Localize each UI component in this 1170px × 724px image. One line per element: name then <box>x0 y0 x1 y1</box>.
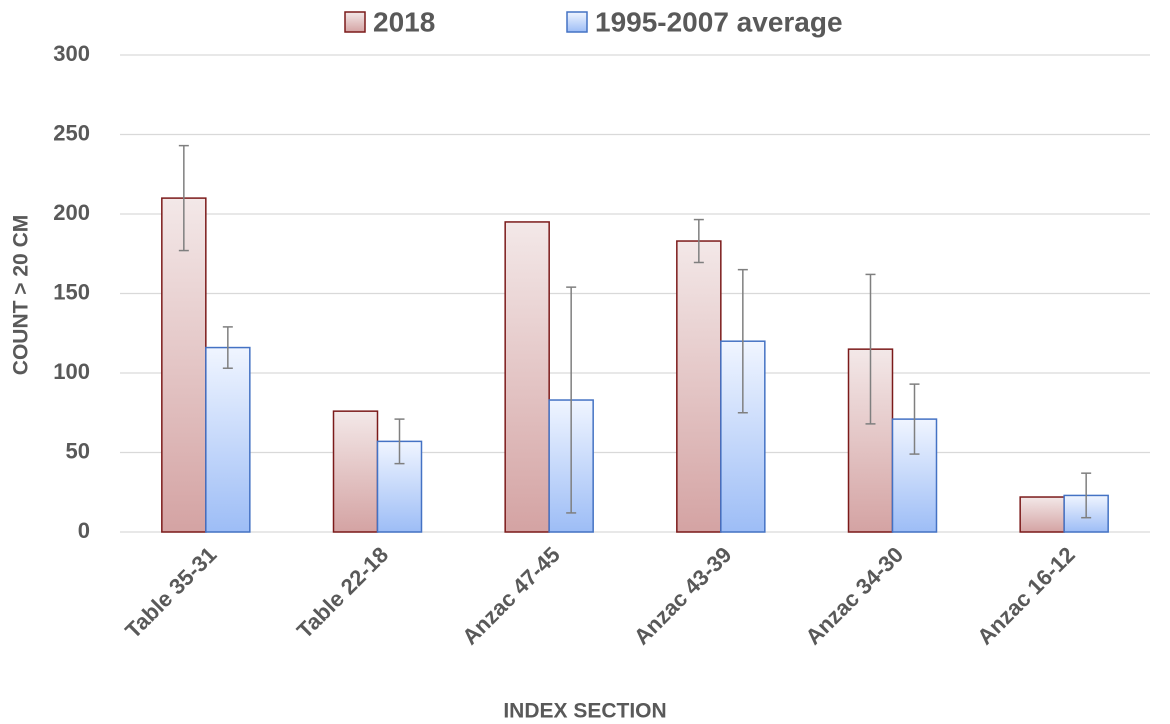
x-tick-label: Anzac 16-12 <box>972 542 1080 650</box>
error-bar <box>1081 472 1092 519</box>
y-tick-label: 250 <box>53 120 90 145</box>
error-bar <box>566 286 577 514</box>
x-tick-label: Anzac 34-30 <box>801 542 909 650</box>
error-bar <box>865 273 876 425</box>
legend-swatch <box>344 11 366 33</box>
y-tick-label: 0 <box>78 518 90 543</box>
y-tick-label: 50 <box>66 438 90 463</box>
error-bar <box>693 218 704 264</box>
x-tick-label: Anzac 43-39 <box>629 542 737 650</box>
bar <box>205 346 251 533</box>
x-axis-title: INDEX SECTION <box>503 700 666 723</box>
legend-swatch <box>566 11 588 33</box>
x-tick-label: Table 35-31 <box>120 542 221 643</box>
error-bar <box>909 383 920 455</box>
x-tick-label: Anzac 47-45 <box>457 542 565 650</box>
error-bar <box>737 268 748 414</box>
error-bar <box>394 418 405 465</box>
bar <box>504 221 550 533</box>
bar <box>376 440 423 533</box>
y-tick-label: 200 <box>53 200 90 225</box>
x-tick-label: Table 22-18 <box>292 542 393 643</box>
bar <box>332 410 379 533</box>
legend-label: 2018 <box>373 6 435 37</box>
error-bar <box>222 326 233 369</box>
bar <box>676 240 722 533</box>
bar <box>161 197 207 533</box>
y-tick-label: 100 <box>53 359 90 384</box>
y-axis-title: COUNT > 20 CM <box>10 215 33 375</box>
bar <box>1019 496 1065 533</box>
legend-label: 1995-2007 average <box>595 6 843 37</box>
error-bar <box>178 144 189 252</box>
y-tick-label: 300 <box>53 41 90 66</box>
y-tick-label: 150 <box>53 279 90 304</box>
